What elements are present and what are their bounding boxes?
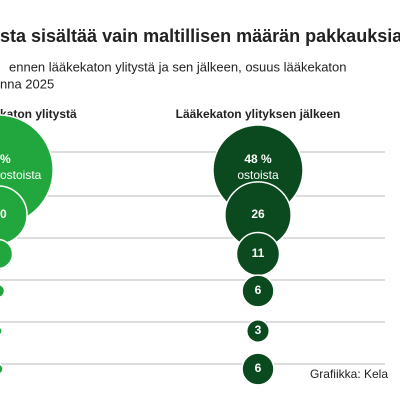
bubble <box>0 326 3 336</box>
value-label: 6 <box>255 283 262 297</box>
bubble <box>241 352 275 386</box>
value-label: % <box>0 152 11 166</box>
column-header: Lääkekaton ylityksen jälkeen <box>176 107 341 121</box>
bubble <box>0 238 14 270</box>
subtitle: nna 2025 <box>0 76 54 91</box>
bubble <box>245 318 271 344</box>
chart-title: sta sisältää vain maltillisen määrän pak… <box>0 26 400 46</box>
value-label: 11 <box>252 246 265 260</box>
value-label: 26 <box>251 207 265 221</box>
subtitle: ennen lääkekaton ylitystä ja sen jälkeen… <box>9 59 347 74</box>
bubble <box>0 363 4 375</box>
source: Grafiikka: Kela <box>310 367 388 381</box>
value-label: 48 % <box>244 152 272 166</box>
value-sublabel: ostoista <box>237 168 279 182</box>
bubble <box>241 274 275 308</box>
bubble <box>0 185 28 245</box>
value-label: 0 <box>0 207 7 221</box>
bubble <box>0 284 6 298</box>
value-label: 6 <box>255 361 262 375</box>
value-label: 3 <box>255 323 262 337</box>
column-header: katon ylitystä <box>0 107 77 121</box>
value-sublabel: ostoista <box>0 168 42 182</box>
